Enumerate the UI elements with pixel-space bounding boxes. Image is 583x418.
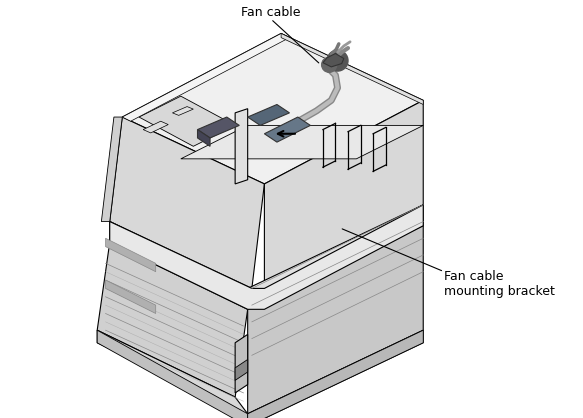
Polygon shape: [198, 130, 210, 146]
Polygon shape: [235, 334, 248, 393]
Text: Fan cable
mounting bracket: Fan cable mounting bracket: [444, 270, 555, 298]
Polygon shape: [235, 109, 248, 184]
Polygon shape: [248, 226, 423, 414]
Polygon shape: [248, 330, 423, 418]
Polygon shape: [106, 280, 156, 314]
Polygon shape: [173, 107, 194, 115]
Polygon shape: [181, 125, 423, 159]
Text: Fan cable: Fan cable: [241, 6, 300, 19]
Polygon shape: [110, 205, 423, 305]
Polygon shape: [248, 104, 290, 125]
Polygon shape: [110, 117, 265, 288]
Polygon shape: [110, 205, 423, 309]
Polygon shape: [265, 117, 310, 142]
Polygon shape: [198, 117, 239, 138]
Polygon shape: [97, 242, 248, 397]
Polygon shape: [101, 117, 122, 222]
Polygon shape: [122, 33, 290, 121]
Polygon shape: [323, 54, 344, 67]
Circle shape: [322, 57, 337, 72]
Polygon shape: [143, 121, 168, 133]
Polygon shape: [97, 330, 248, 418]
Polygon shape: [106, 238, 156, 272]
Polygon shape: [265, 100, 423, 288]
Polygon shape: [122, 33, 423, 184]
Polygon shape: [97, 330, 423, 418]
Polygon shape: [235, 359, 248, 380]
Circle shape: [327, 50, 348, 71]
Polygon shape: [139, 96, 235, 146]
Polygon shape: [281, 33, 423, 104]
